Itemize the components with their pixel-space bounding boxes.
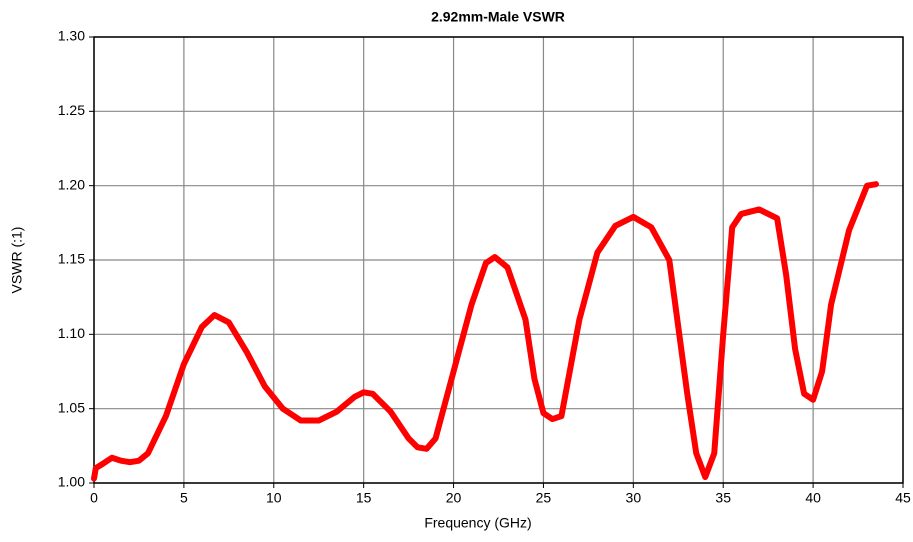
y-tick-label: 1.25: [58, 102, 85, 118]
plot-frame: [93, 36, 904, 484]
x-tick-label: 5: [180, 490, 188, 506]
x-tick-label: 20: [446, 490, 462, 506]
x-tick-label: 30: [626, 490, 642, 506]
y-tick-label: 1.15: [58, 251, 85, 267]
data-line: [91, 181, 880, 482]
x-tick-label: 25: [536, 490, 552, 506]
y-axis-label: VSWR (:1): [9, 227, 25, 294]
x-tick-label: 15: [356, 490, 372, 506]
x-tick-label: 10: [266, 490, 282, 506]
y-tick-label: 1.30: [58, 28, 85, 44]
y-tick-label: 1.10: [58, 325, 85, 341]
x-tick-label: 35: [715, 490, 731, 506]
x-tick-label: 45: [895, 490, 911, 506]
x-tick-label: 40: [805, 490, 821, 506]
y-tick-label: 1.20: [58, 176, 85, 192]
x-axis-label: Frequency (GHz): [424, 515, 531, 531]
chart-title: 2.92mm-Male VSWR: [431, 9, 565, 25]
x-tick-label: 0: [90, 490, 98, 506]
y-tick-label: 1.05: [58, 399, 85, 415]
y-tick-label: 1.00: [58, 474, 85, 490]
